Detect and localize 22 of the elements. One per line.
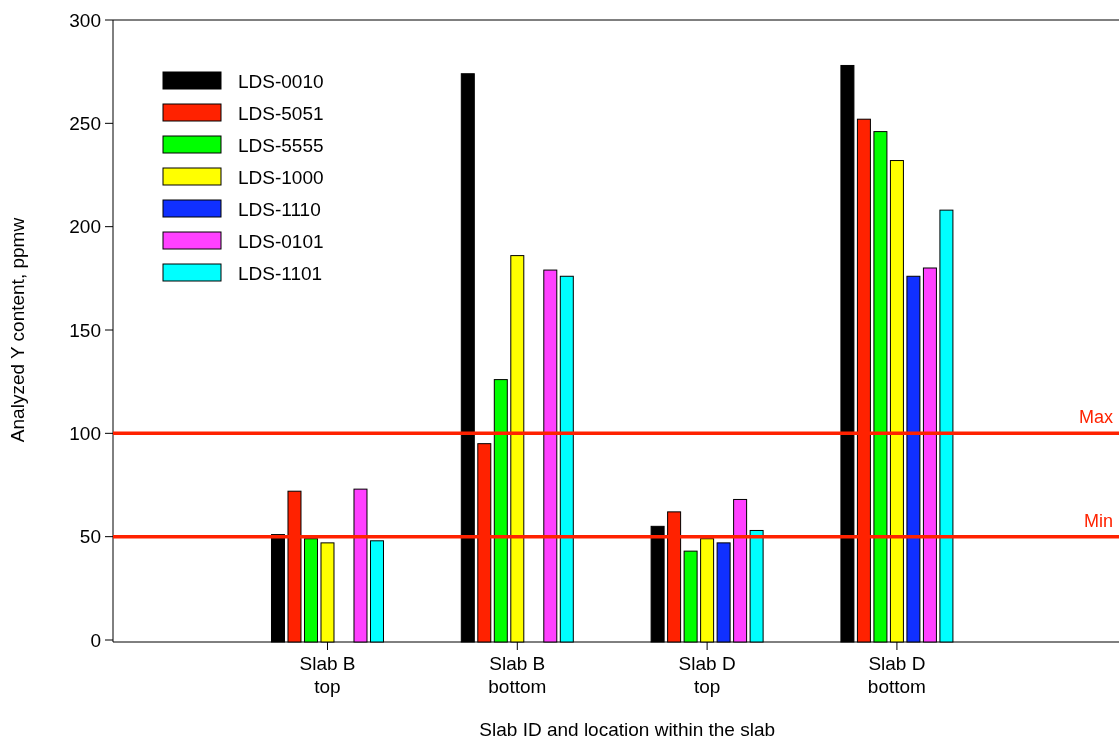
y-tick-label: 0 <box>90 629 101 651</box>
x-axis-title: Slab ID and location within the slab <box>479 719 776 740</box>
legend-label: LDS-0101 <box>238 230 324 252</box>
legend-label: LDS-1110 <box>238 198 321 220</box>
y-tick-label: 300 <box>69 9 101 31</box>
legend-label: LDS-1000 <box>238 166 324 188</box>
legend-label: LDS-5051 <box>238 102 324 124</box>
legend-label: LDS-1101 <box>238 262 323 284</box>
ref-line-label: Min <box>1083 510 1113 531</box>
ref-line-label: Max <box>1078 407 1113 428</box>
x-tick-label: Slab B top <box>299 653 356 697</box>
x-tick-label: Slab D top <box>678 653 736 697</box>
legend-label: LDS-5555 <box>238 134 324 156</box>
y-tick-label: 150 <box>69 319 101 341</box>
legend-label: LDS-0010 <box>238 70 324 92</box>
y-tick-label: 200 <box>69 216 101 238</box>
x-tick-label: Slab D bottom <box>867 653 926 697</box>
y-tick-label: 50 <box>79 526 101 548</box>
x-tick-label: Slab B bottom <box>488 653 547 697</box>
y-tick-label: 100 <box>69 422 101 444</box>
y-tick-label: 250 <box>69 112 101 134</box>
y-axis-title: Analyzed Y content, ppmw <box>7 217 28 443</box>
